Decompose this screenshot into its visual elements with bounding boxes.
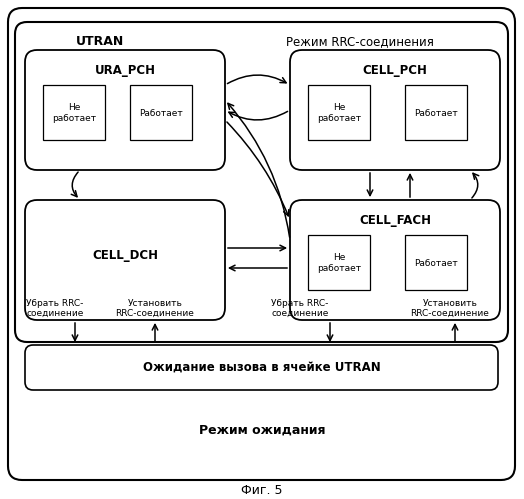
Bar: [308, 235, 370, 290]
Text: Не
работает: Не работает: [317, 103, 361, 123]
Text: Работает: Работает: [139, 108, 183, 117]
Text: Установить
RRC-соединение: Установить RRC-соединение: [116, 298, 194, 318]
Bar: [405, 235, 467, 290]
Text: Работает: Работает: [414, 108, 458, 117]
FancyBboxPatch shape: [290, 50, 500, 170]
FancyBboxPatch shape: [25, 50, 225, 170]
FancyBboxPatch shape: [290, 200, 500, 320]
FancyBboxPatch shape: [8, 8, 515, 480]
Text: Режим RRC-соединения: Режим RRC-соединения: [286, 35, 434, 48]
Text: CELL_FACH: CELL_FACH: [359, 214, 431, 227]
FancyBboxPatch shape: [25, 345, 498, 390]
Text: Убрать RRC-
соединение: Убрать RRC- соединение: [271, 298, 329, 318]
Bar: [308, 85, 370, 140]
Text: CELL_DCH: CELL_DCH: [92, 249, 158, 261]
FancyBboxPatch shape: [15, 22, 508, 342]
Text: UTRAN: UTRAN: [76, 35, 124, 48]
Text: Установить
RRC-соединение: Установить RRC-соединение: [411, 298, 489, 318]
Bar: [405, 85, 467, 140]
Text: Убрать RRC-
соединение: Убрать RRC- соединение: [26, 298, 84, 318]
FancyBboxPatch shape: [25, 200, 225, 320]
Text: Работает: Работает: [414, 258, 458, 267]
Text: Не
работает: Не работает: [52, 103, 96, 123]
Text: URA_PCH: URA_PCH: [94, 64, 156, 77]
Text: CELL_PCH: CELL_PCH: [363, 64, 428, 77]
Text: Не
работает: Не работает: [317, 253, 361, 272]
Bar: [43, 85, 105, 140]
Text: Фиг. 5: Фиг. 5: [241, 484, 283, 497]
Bar: [130, 85, 192, 140]
Text: Ожидание вызова в ячейке UTRAN: Ожидание вызова в ячейке UTRAN: [143, 361, 380, 374]
Text: Режим ожидания: Режим ожидания: [199, 424, 325, 437]
